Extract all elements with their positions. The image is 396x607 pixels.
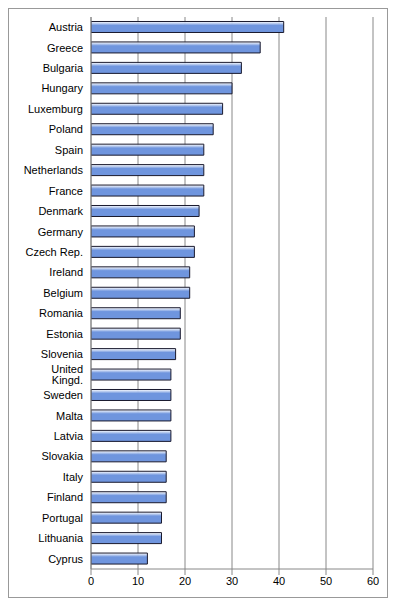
svg-text:Romania: Romania bbox=[39, 307, 84, 319]
svg-text:60: 60 bbox=[367, 575, 379, 587]
svg-text:Italy: Italy bbox=[63, 471, 84, 483]
svg-text:Czech Rep.: Czech Rep. bbox=[26, 246, 83, 258]
svg-text:Ireland: Ireland bbox=[49, 266, 83, 278]
svg-text:Belgium: Belgium bbox=[43, 287, 83, 299]
svg-text:10: 10 bbox=[132, 575, 144, 587]
svg-text:40: 40 bbox=[273, 575, 285, 587]
svg-text:Cyprus: Cyprus bbox=[48, 553, 83, 565]
svg-text:Netherlands: Netherlands bbox=[24, 164, 84, 176]
svg-text:Finland: Finland bbox=[47, 491, 83, 503]
svg-text:Malta: Malta bbox=[56, 410, 84, 422]
svg-text:Slovenia: Slovenia bbox=[41, 348, 84, 360]
svg-text:France: France bbox=[49, 185, 83, 197]
svg-text:20: 20 bbox=[179, 575, 191, 587]
svg-text:Germany: Germany bbox=[38, 226, 84, 238]
svg-text:Spain: Spain bbox=[55, 144, 83, 156]
svg-text:50: 50 bbox=[320, 575, 332, 587]
svg-text:Bulgaria: Bulgaria bbox=[43, 62, 84, 74]
svg-text:Portugal: Portugal bbox=[42, 512, 83, 524]
svg-text:Denmark: Denmark bbox=[38, 205, 83, 217]
svg-text:0: 0 bbox=[88, 575, 94, 587]
svg-text:Greece: Greece bbox=[47, 42, 83, 54]
svg-text:Poland: Poland bbox=[49, 123, 83, 135]
svg-text:Slovakia: Slovakia bbox=[41, 450, 83, 462]
svg-text:Latvia: Latvia bbox=[54, 430, 84, 442]
svg-text:Luxemburg: Luxemburg bbox=[28, 103, 83, 115]
svg-text:Sweden: Sweden bbox=[43, 389, 83, 401]
svg-text:Austria: Austria bbox=[49, 21, 84, 33]
svg-text:UnitedKingd.: UnitedKingd. bbox=[51, 363, 83, 386]
svg-text:Lithuania: Lithuania bbox=[38, 532, 84, 544]
svg-text:Hungary: Hungary bbox=[41, 82, 83, 94]
svg-text:30: 30 bbox=[226, 575, 238, 587]
svg-text:Estonia: Estonia bbox=[46, 328, 84, 340]
